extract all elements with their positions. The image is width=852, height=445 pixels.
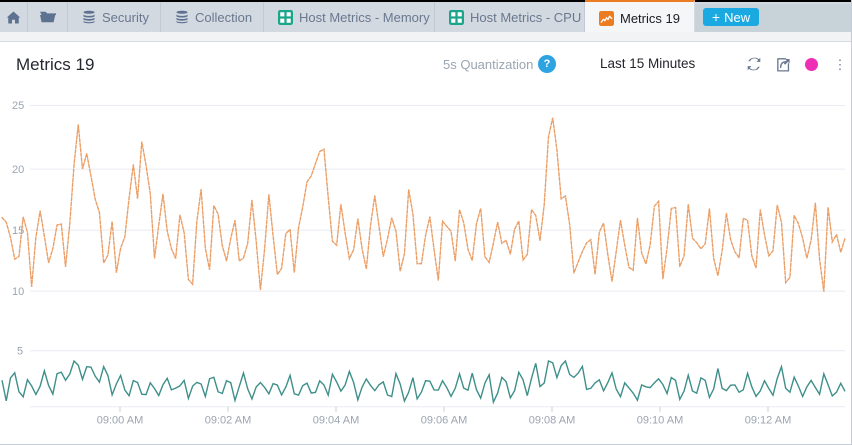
svg-text:25: 25 bbox=[12, 100, 24, 112]
svg-text:09:04 AM: 09:04 AM bbox=[313, 415, 359, 427]
svg-text:09:08 AM: 09:08 AM bbox=[529, 415, 575, 427]
svg-text:09:10 AM: 09:10 AM bbox=[637, 415, 683, 427]
svg-text:09:02 AM: 09:02 AM bbox=[205, 415, 251, 427]
svg-text:09:12 AM: 09:12 AM bbox=[745, 415, 791, 427]
svg-text:09:00 AM: 09:00 AM bbox=[97, 415, 143, 427]
svg-text:09:06 AM: 09:06 AM bbox=[421, 415, 467, 427]
svg-text:10: 10 bbox=[12, 286, 24, 298]
svg-text:20: 20 bbox=[12, 164, 24, 176]
svg-text:5: 5 bbox=[17, 346, 23, 358]
